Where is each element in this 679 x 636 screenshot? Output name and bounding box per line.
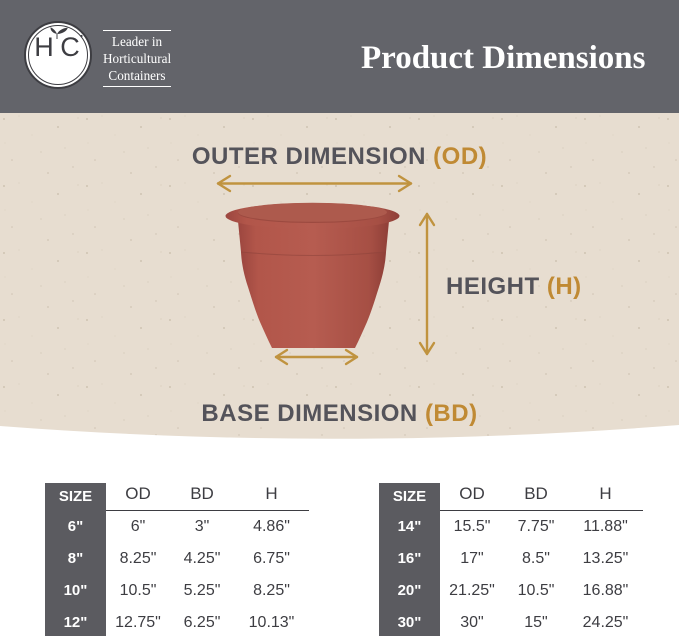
svg-text:H: H — [34, 32, 54, 62]
svg-text:C: C — [60, 32, 80, 62]
